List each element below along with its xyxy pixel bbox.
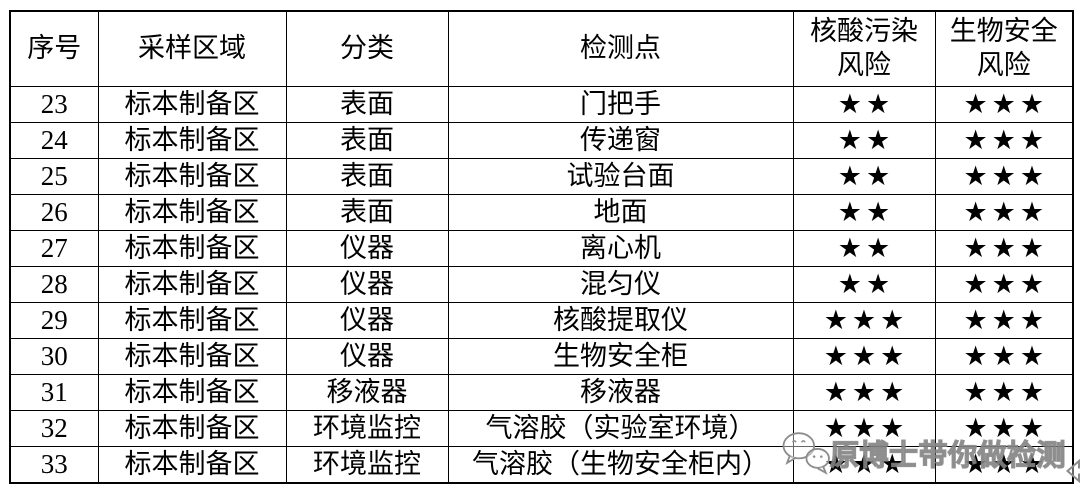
cell-index: 30 <box>9 338 99 375</box>
cell-biosafety-risk-stars: ★★★ <box>934 374 1074 411</box>
cell-nucleic-risk-stars: ★★ <box>792 194 936 231</box>
cell-detection-point: 移液器 <box>447 374 794 411</box>
cell-category: 表面 <box>285 122 449 159</box>
cell-detection-point: 生物安全柜 <box>447 338 794 375</box>
col-header-index: 序号 <box>9 10 99 87</box>
cell-sampling-area: 标本制备区 <box>97 122 287 159</box>
cell-sampling-area: 标本制备区 <box>97 410 287 447</box>
cell-category: 表面 <box>285 158 449 195</box>
cell-category: 仪器 <box>285 266 449 303</box>
cell-nucleic-risk-stars: ★★ <box>792 266 936 303</box>
cell-detection-point: 混匀仪 <box>447 266 794 303</box>
sampling-risk-table: 序号 采样区域 分类 检测点 核酸污染 风险 生物安全 风险 23 标本制备区 … <box>9 10 1074 484</box>
cell-category: 表面 <box>285 194 449 231</box>
table-body: 23 标本制备区 表面 门把手 ★★ ★★★ 24 标本制备区 表面 传递窗 ★… <box>9 86 1074 484</box>
cell-sampling-area: 标本制备区 <box>97 338 287 375</box>
cell-biosafety-risk-stars: ★★★ <box>934 194 1074 231</box>
cell-index: 31 <box>9 374 99 411</box>
cell-detection-point: 门把手 <box>447 86 794 123</box>
table-row: 32 标本制备区 环境监控 气溶胶（实验室环境） ★★★ ★★★ <box>9 410 1074 447</box>
cell-category: 移液器 <box>285 374 449 411</box>
cell-sampling-area: 标本制备区 <box>97 86 287 123</box>
header-row: 序号 采样区域 分类 检测点 核酸污染 风险 生物安全 风险 <box>9 10 1074 87</box>
cell-detection-point: 离心机 <box>447 230 794 267</box>
cell-biosafety-risk-stars: ★★★ <box>934 230 1074 267</box>
cell-index: 33 <box>9 446 99 484</box>
cell-nucleic-risk-stars: ★★ <box>792 230 936 267</box>
table-row: 24 标本制备区 表面 传递窗 ★★ ★★★ <box>9 122 1074 159</box>
table-row: 31 标本制备区 移液器 移液器 ★★★ ★★★ <box>9 374 1074 411</box>
table-row: 23 标本制备区 表面 门把手 ★★ ★★★ <box>9 86 1074 123</box>
cell-biosafety-risk-stars: ★★★ <box>934 266 1074 303</box>
cell-sampling-area: 标本制备区 <box>97 230 287 267</box>
cell-index: 24 <box>9 122 99 159</box>
table-row: 25 标本制备区 表面 试验台面 ★★ ★★★ <box>9 158 1074 195</box>
cell-detection-point: 核酸提取仪 <box>447 302 794 339</box>
cell-sampling-area: 标本制备区 <box>97 266 287 303</box>
table-row: 30 标本制备区 仪器 生物安全柜 ★★★ ★★★ <box>9 338 1074 375</box>
cell-index: 25 <box>9 158 99 195</box>
cell-nucleic-risk-stars: ★★★ <box>792 338 936 375</box>
col-header-detection-point: 检测点 <box>447 10 794 87</box>
cell-index: 27 <box>9 230 99 267</box>
cell-nucleic-risk-stars: ★★ <box>792 122 936 159</box>
cell-category: 表面 <box>285 86 449 123</box>
cell-nucleic-risk-stars: ★★ <box>792 158 936 195</box>
cell-category: 仪器 <box>285 230 449 267</box>
cell-index: 29 <box>9 302 99 339</box>
cell-detection-point: 地面 <box>447 194 794 231</box>
cell-category: 仪器 <box>285 302 449 339</box>
table-header: 序号 采样区域 分类 检测点 核酸污染 风险 生物安全 风险 <box>9 10 1074 87</box>
cell-nucleic-risk-stars: ★★ <box>792 86 936 123</box>
cell-detection-point: 气溶胶（实验室环境） <box>447 410 794 447</box>
cell-nucleic-risk-stars: ★★★ <box>792 302 936 339</box>
cell-biosafety-risk-stars: ★★★ <box>934 338 1074 375</box>
cell-biosafety-risk-stars: ★★★ <box>934 86 1074 123</box>
cell-nucleic-risk-stars: ★★★ <box>792 374 936 411</box>
cell-sampling-area: 标本制备区 <box>97 194 287 231</box>
cell-index: 23 <box>9 86 99 123</box>
col-header-biosafety-risk: 生物安全 风险 <box>934 10 1074 87</box>
col-header-nucleic-risk: 核酸污染 风险 <box>792 10 936 87</box>
cell-detection-point: 试验台面 <box>447 158 794 195</box>
cell-category: 环境监控 <box>285 446 449 484</box>
table-row: 29 标本制备区 仪器 核酸提取仪 ★★★ ★★★ <box>9 302 1074 339</box>
cell-detection-point: 气溶胶（生物安全柜内） <box>447 446 794 484</box>
cell-biosafety-risk-stars: ★★★ <box>934 122 1074 159</box>
cell-sampling-area: 标本制备区 <box>97 374 287 411</box>
cell-detection-point: 传递窗 <box>447 122 794 159</box>
cell-sampling-area: 标本制备区 <box>97 446 287 484</box>
table-row: 27 标本制备区 仪器 离心机 ★★ ★★★ <box>9 230 1074 267</box>
cell-biosafety-risk-stars: ★★★ <box>934 302 1074 339</box>
cell-biosafety-risk-stars: ★★★ <box>934 446 1074 484</box>
cell-index: 26 <box>9 194 99 231</box>
table-row: 33 标本制备区 环境监控 气溶胶（生物安全柜内） ★★★ ★★★ <box>9 446 1074 484</box>
cell-sampling-area: 标本制备区 <box>97 158 287 195</box>
cell-category: 环境监控 <box>285 410 449 447</box>
cell-nucleic-risk-stars: ★★★ <box>792 410 936 447</box>
cell-sampling-area: 标本制备区 <box>97 302 287 339</box>
col-header-category: 分类 <box>285 10 449 87</box>
cell-biosafety-risk-stars: ★★★ <box>934 410 1074 447</box>
table-row: 28 标本制备区 仪器 混匀仪 ★★ ★★★ <box>9 266 1074 303</box>
cell-category: 仪器 <box>285 338 449 375</box>
cell-index: 32 <box>9 410 99 447</box>
col-header-sampling-area: 采样区域 <box>97 10 287 87</box>
cell-index: 28 <box>9 266 99 303</box>
cell-biosafety-risk-stars: ★★★ <box>934 158 1074 195</box>
table-row: 26 标本制备区 表面 地面 ★★ ★★★ <box>9 194 1074 231</box>
cell-nucleic-risk-stars: ★★★ <box>792 446 936 484</box>
